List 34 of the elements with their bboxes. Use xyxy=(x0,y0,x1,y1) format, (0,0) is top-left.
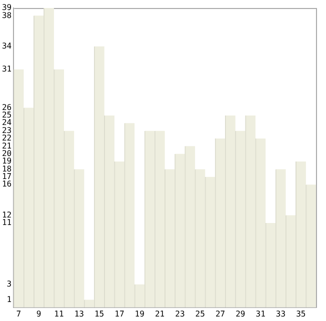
x-tick-label: 17 xyxy=(114,309,124,318)
y-tick-label: 21 xyxy=(2,141,12,150)
y-tick-label: 3 xyxy=(6,279,12,288)
y-tick-label: 23 xyxy=(2,126,12,135)
x-tick-label: 21 xyxy=(154,309,165,318)
x-tick-label: 19 xyxy=(134,309,145,318)
y-tick-label: 1 xyxy=(6,294,12,304)
x-tick-label: 13 xyxy=(74,309,84,318)
y-tick-label: 31 xyxy=(2,64,12,74)
x-tick-label: 15 xyxy=(94,309,104,318)
x-tick-label: 9 xyxy=(36,309,42,318)
y-tick-label: 17 xyxy=(2,172,12,181)
y-tick-label: 24 xyxy=(2,118,12,128)
y-tick-label: 16 xyxy=(2,180,12,189)
x-tick-label: 29 xyxy=(236,309,246,318)
y-tick-label: 38 xyxy=(2,10,12,20)
x-tick-label: 11 xyxy=(54,309,64,318)
y-tick-label: 25 xyxy=(2,110,12,120)
x-tick-label: 33 xyxy=(276,309,286,318)
x-tick-label: 7 xyxy=(16,309,22,318)
y-tick-label: 18 xyxy=(2,164,12,174)
y-tick-label: 34 xyxy=(2,41,12,50)
y-tick-label: 11 xyxy=(2,218,12,228)
y-tick-label: 19 xyxy=(2,156,12,166)
y-tick-label: 20 xyxy=(2,148,12,158)
y-tick-label: 22 xyxy=(2,134,12,143)
y-tick-label: 39 xyxy=(2,3,12,12)
x-tick-label: 35 xyxy=(296,309,306,318)
x-tick-label: 23 xyxy=(175,309,185,318)
x-tick-label: 25 xyxy=(195,309,206,318)
x-tick-label: 27 xyxy=(215,309,226,318)
y-tick-label: 12 xyxy=(2,210,12,220)
x-tick-label: 31 xyxy=(256,309,266,318)
y-tick-label: 26 xyxy=(2,102,12,112)
